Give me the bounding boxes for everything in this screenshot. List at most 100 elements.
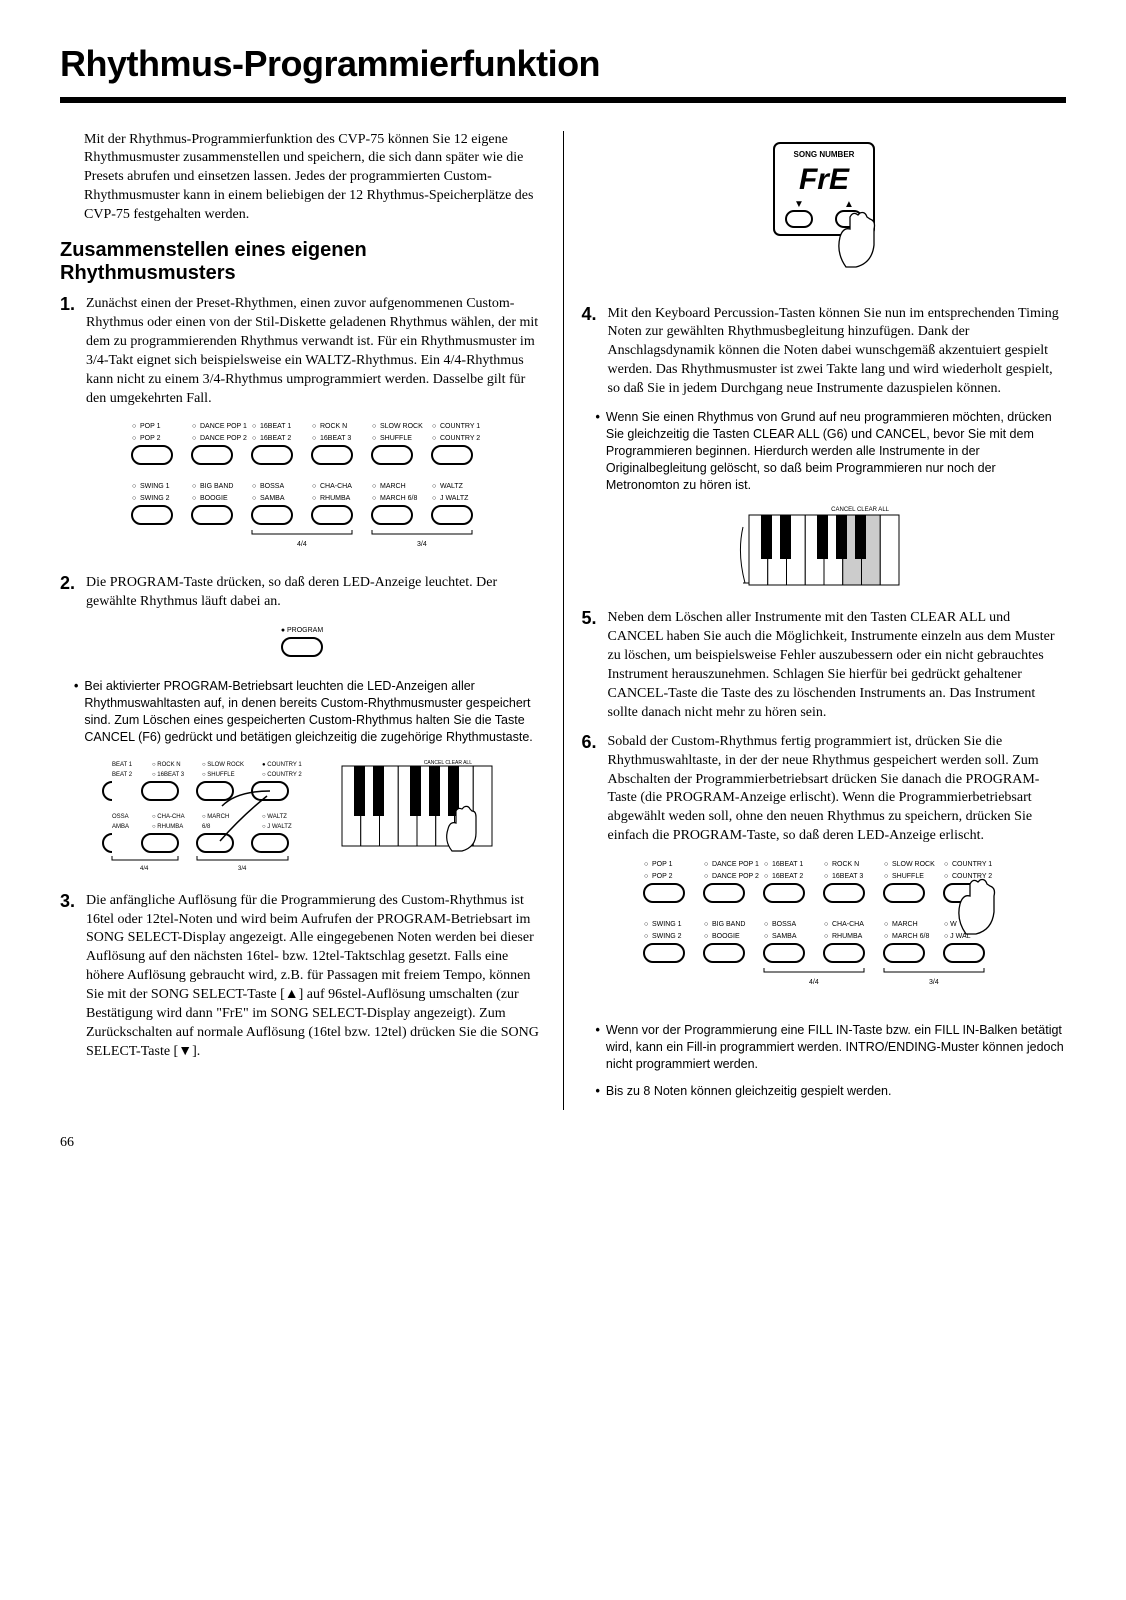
svg-text:DANCE POP 2: DANCE POP 2 [712,873,759,880]
svg-text:○: ○ [644,873,648,880]
keyboard-icon: CANCEL CLEAR ALL [342,760,492,851]
svg-text:○: ○ [884,921,888,928]
svg-text:RHUMBA: RHUMBA [832,933,863,940]
svg-text:○: ○ [372,435,376,442]
step-number: 2. [60,574,80,612]
svg-text:COUNTRY 2: COUNTRY 2 [952,873,992,880]
svg-text:4/4: 4/4 [809,979,819,986]
svg-text:SHUFFLE: SHUFFLE [380,435,412,442]
svg-text:BOOGIE: BOOGIE [712,933,740,940]
panel-keyboard-figure: BEAT 1○ ROCK N○ SLOW ROCK● COUNTRY 1 BEA… [60,756,545,876]
svg-text:○: ○ [372,495,376,502]
svg-text:○: ○ [192,423,196,430]
svg-text:BOSSA: BOSSA [260,483,284,490]
svg-text:16BEAT 2: 16BEAT 2 [260,435,291,442]
svg-text:○: ○ [312,495,316,502]
svg-text:SLOW ROCK: SLOW ROCK [380,423,423,430]
step-2: 2. Die PROGRAM-Taste drücken, so daß der… [60,574,545,612]
svg-text:○: ○ [944,861,948,868]
svg-text:WALTZ: WALTZ [440,483,464,490]
svg-text:MARCH: MARCH [892,921,918,928]
panel-row4-labels: ○SWING 2 ○BOOGIE ○SAMBA ○RHUMBA ○MARCH 6… [132,495,469,502]
svg-text:○: ○ [252,495,256,502]
svg-text:ROCK N: ROCK N [832,861,859,868]
svg-text:○ ROCK N: ○ ROCK N [152,762,181,768]
svg-text:POP 1: POP 1 [140,423,161,430]
step-5: 5. Neben dem Löschen aller Instrumente m… [582,609,1067,722]
svg-text:AMBA: AMBA [112,824,129,830]
program-button-figure: ● PROGRAM [60,622,545,662]
svg-text:○ SLOW ROCK: ○ SLOW ROCK [202,762,244,768]
svg-text:○: ○ [432,435,436,442]
svg-text:○: ○ [944,873,948,880]
svg-text:CANCEL CLEAR ALL: CANCEL CLEAR ALL [831,507,889,513]
svg-text:○: ○ [312,483,316,490]
step-6: 6. Sobald der Custom-Rhythmus fertig pro… [582,733,1067,846]
svg-text:○: ○ [432,495,436,502]
svg-text:○: ○ [824,873,828,880]
svg-text:SWING 2: SWING 2 [140,495,170,502]
svg-text:▲: ▲ [844,199,854,210]
svg-text:BIG BAND: BIG BAND [200,483,233,490]
svg-text:○: ○ [764,933,768,940]
svg-text:BIG BAND: BIG BAND [712,921,745,928]
step-number: 3. [60,892,80,1062]
step-3: 3. Die anfängliche Auflösung für die Pro… [60,892,545,1062]
svg-text:○: ○ [432,483,436,490]
svg-text:○: ○ [704,861,708,868]
svg-text:○: ○ [192,435,196,442]
step-1: 1. Zunächst einen der Preset-Rhythmen, e… [60,295,545,408]
svg-text:RHUMBA: RHUMBA [320,495,351,502]
svg-text:○: ○ [704,921,708,928]
svg-text:FrE: FrE [799,163,850,196]
svg-text:○: ○ [132,423,136,430]
svg-text:CHA-CHA: CHA-CHA [320,483,352,490]
step-number: 4. [582,305,602,399]
right-column: SONG NUMBER FrE ▼ ▲ 4. Mit den Keyboard … [582,131,1067,1110]
step-body: Die PROGRAM-Taste drücken, so daß deren … [86,574,545,612]
svg-text:3/4: 3/4 [238,866,247,872]
svg-text:○: ○ [644,933,648,940]
svg-text:POP 2: POP 2 [140,435,161,442]
svg-text:○: ○ [824,933,828,940]
svg-text:MARCH 6/8: MARCH 6/8 [380,495,417,502]
svg-text:○: ○ [704,933,708,940]
svg-text:○: ○ [824,861,828,868]
svg-text:○: ○ [764,861,768,868]
page-number: 66 [60,1134,1066,1153]
svg-text:CHA-CHA: CHA-CHA [832,921,864,928]
rhythm-panel-figure-2: ○POP 1 ○DANCE POP 1 ○16BEAT 1 ○ROCK N ○S… [582,856,1067,1006]
svg-text:○: ○ [432,423,436,430]
svg-text:○ COUNTRY 2: ○ COUNTRY 2 [262,772,302,778]
svg-text:○: ○ [372,423,376,430]
svg-text:○ J WALTZ: ○ J WALTZ [262,824,292,830]
step-number: 1. [60,295,80,408]
panel-row1-labels: ○POP 1 ○DANCE POP 1 ○16BEAT 1 ○ROCK N ○S… [132,423,480,430]
svg-text:POP 1: POP 1 [652,861,673,868]
step-number: 6. [582,733,602,846]
step-body: Die anfängliche Auflösung für die Progra… [86,892,545,1062]
svg-text:DANCE POP 1: DANCE POP 1 [200,423,247,430]
svg-text:3/4: 3/4 [929,979,939,986]
title-rule [60,97,1066,103]
step-number: 5. [582,609,602,722]
svg-text:○: ○ [192,483,196,490]
svg-text:● PROGRAM: ● PROGRAM [281,627,324,634]
intro-text: Mit der Rhythmus-Programmierfunktion des… [84,131,545,225]
svg-text:○: ○ [252,423,256,430]
svg-text:SWING 2: SWING 2 [652,933,682,940]
svg-text:○: ○ [252,435,256,442]
subhead: Zusammenstellen eines eigenen Rhythmusmu… [60,239,545,285]
svg-text:SONG NUMBER: SONG NUMBER [793,150,854,159]
svg-text:○ WALTZ: ○ WALTZ [262,814,287,820]
svg-text:○: ○ [884,933,888,940]
step-body: Zunächst einen der Preset-Rhythmen, eine… [86,295,545,408]
step-4: 4. Mit den Keyboard Percussion-Tasten kö… [582,305,1067,399]
svg-text:○: ○ [704,873,708,880]
svg-text:○: ○ [252,483,256,490]
svg-text:ROCK N: ROCK N [320,423,347,430]
note-after-step6a: •Wenn vor der Programmierung eine FILL I… [596,1022,1067,1073]
svg-text:BOSSA: BOSSA [772,921,796,928]
svg-text:4/4: 4/4 [297,541,307,548]
step-body: Neben dem Löschen aller Instrumente mit … [608,609,1067,722]
